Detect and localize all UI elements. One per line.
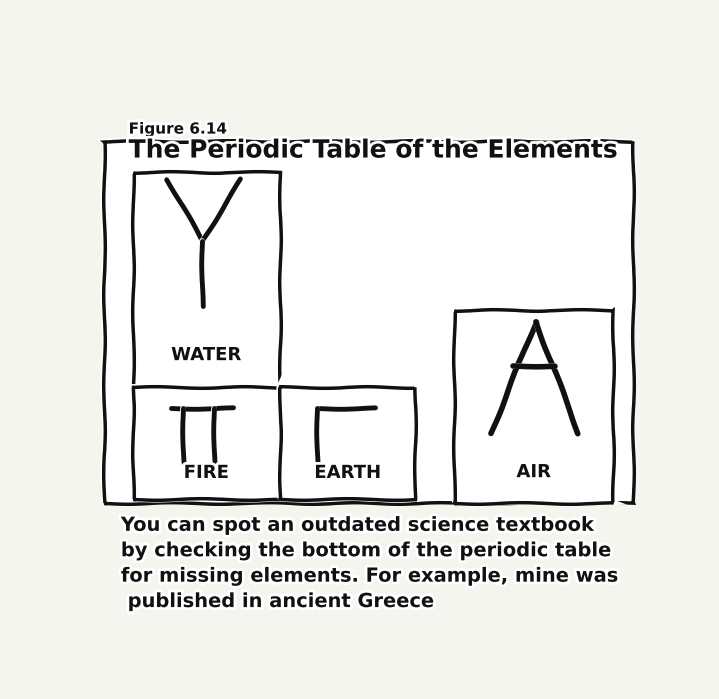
Text: Figure 6.14: Figure 6.14 (129, 122, 226, 136)
Bar (280, 387, 416, 499)
Bar (454, 310, 613, 503)
Bar (132, 172, 280, 387)
Text: for missing elements. For example, mine was: for missing elements. For example, mine … (121, 567, 619, 586)
Text: AIR: AIR (516, 463, 551, 481)
Text: The Periodic Table of the Elements: The Periodic Table of the Elements (129, 138, 619, 163)
Bar (132, 387, 280, 499)
Text: WATER: WATER (171, 346, 241, 364)
Text: FIRE: FIRE (183, 464, 229, 482)
Bar (104, 141, 633, 503)
Text: You can spot an outdated science textbook: You can spot an outdated science textboo… (121, 516, 596, 535)
Text: by checking the bottom of the periodic table: by checking the bottom of the periodic t… (121, 541, 613, 561)
Text: EARTH: EARTH (314, 464, 381, 482)
Text: published in ancient Greece: published in ancient Greece (121, 592, 435, 611)
